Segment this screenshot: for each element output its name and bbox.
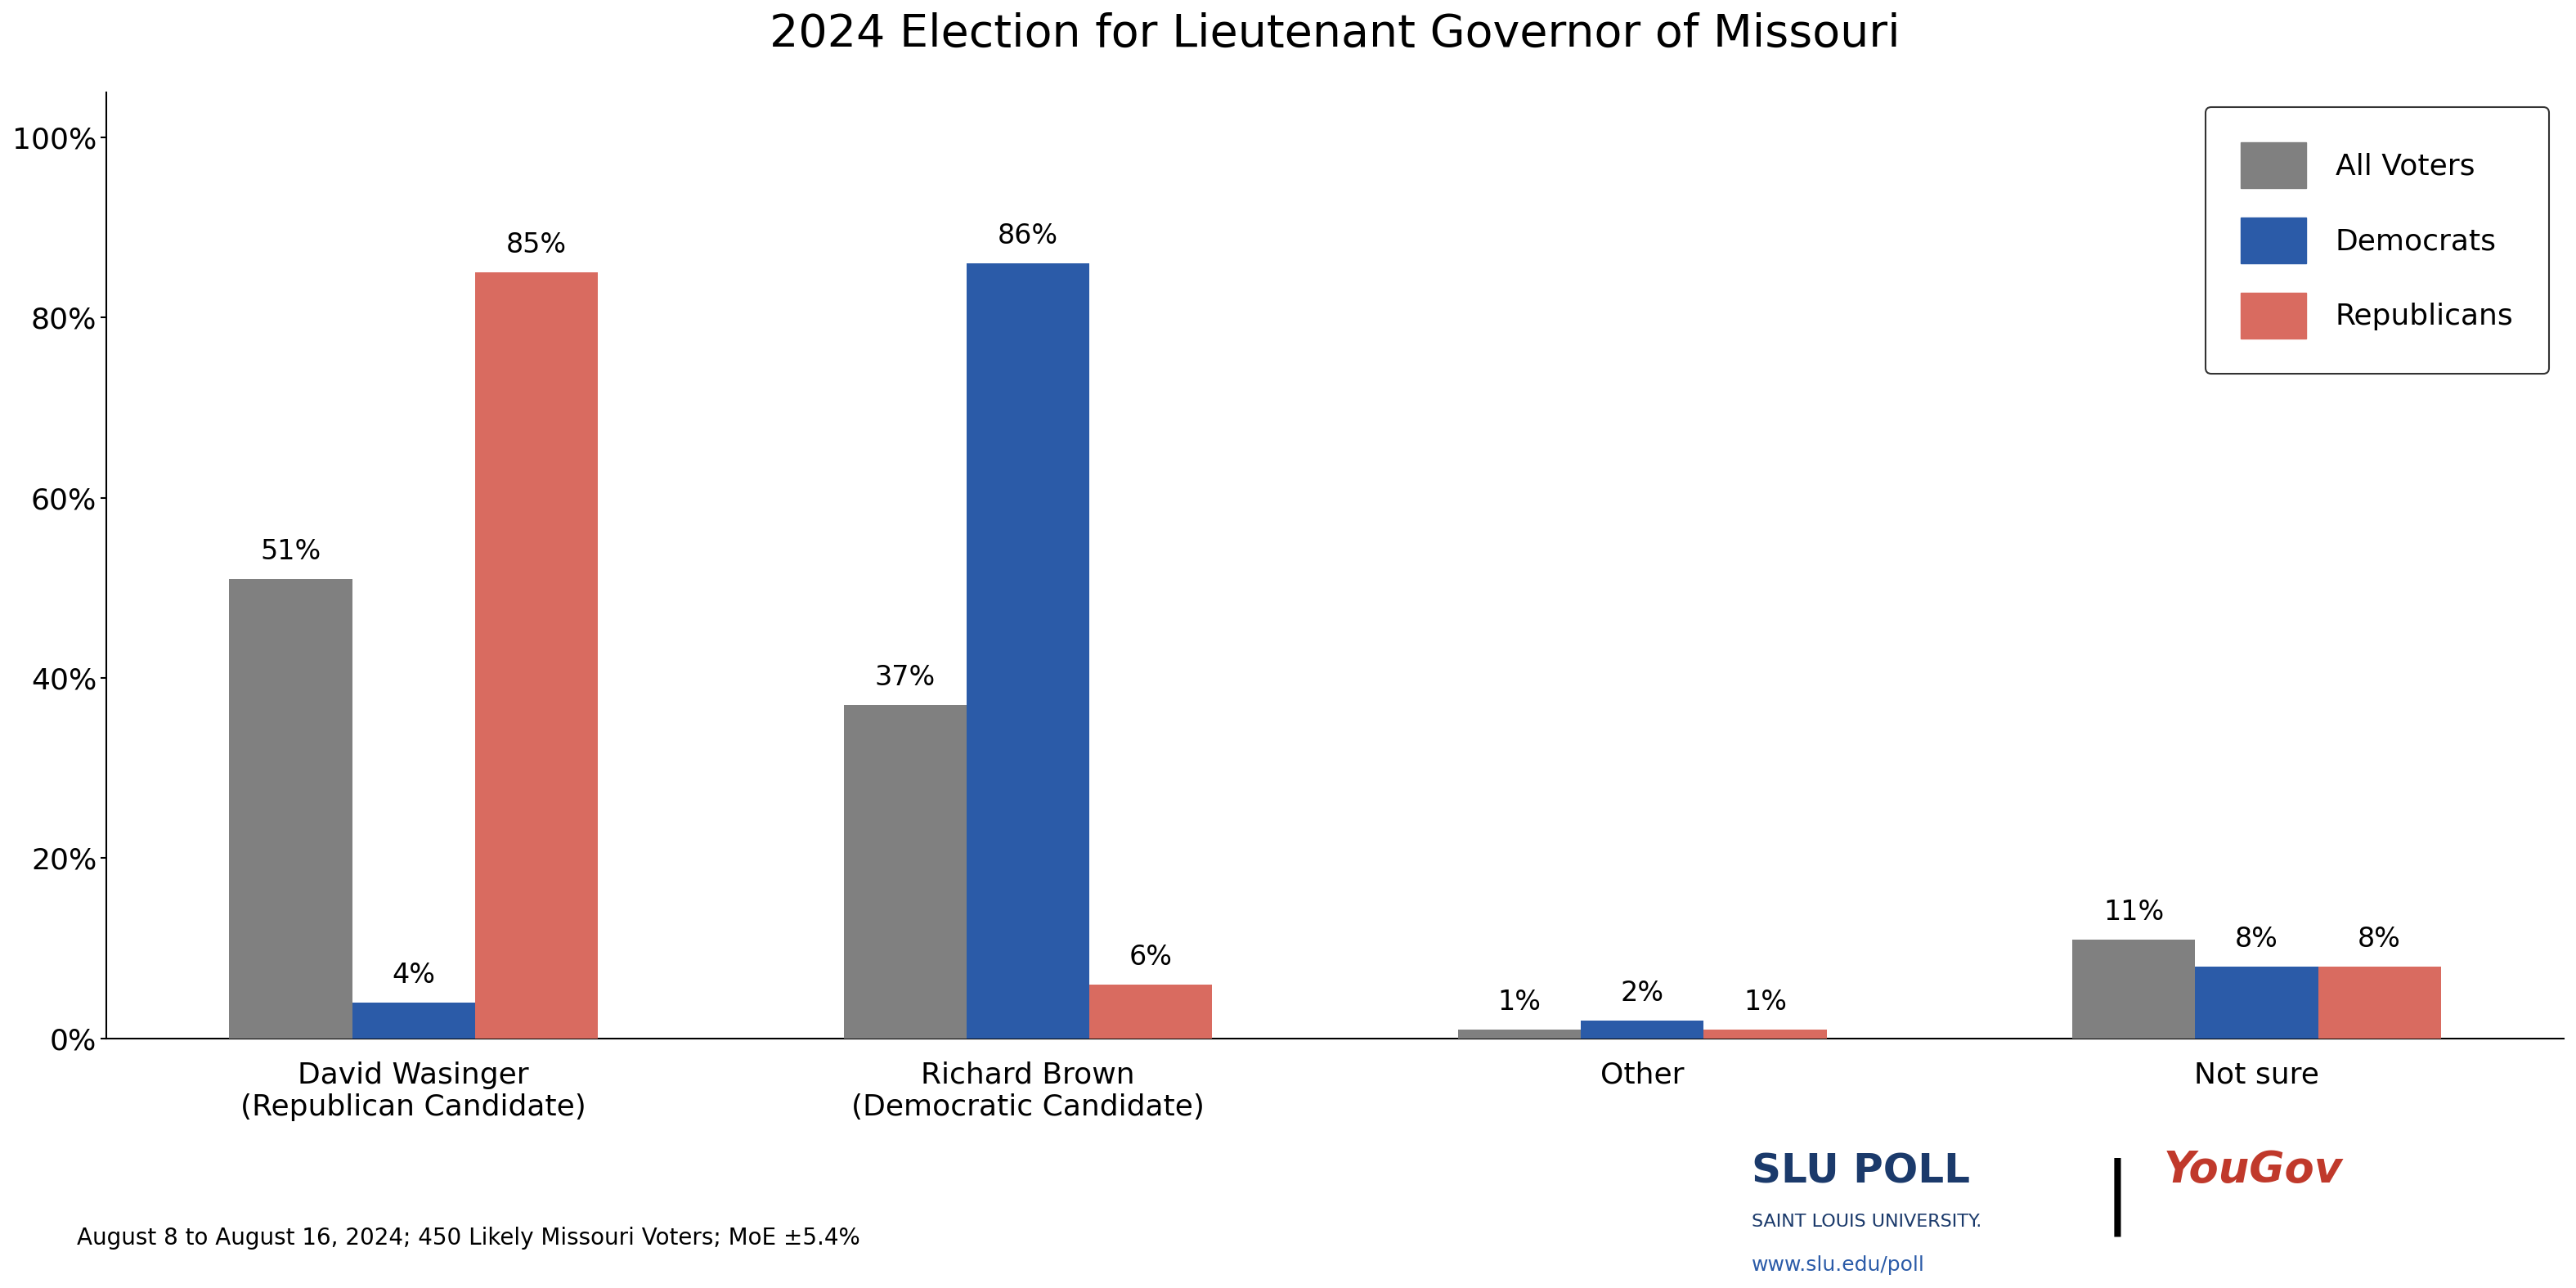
Text: 37%: 37% bbox=[876, 665, 935, 692]
Bar bbox=[845, 705, 966, 1038]
Bar bbox=[2318, 966, 2442, 1038]
Bar bbox=[1458, 1029, 1582, 1038]
Text: 86%: 86% bbox=[997, 223, 1059, 250]
Bar bbox=[474, 272, 598, 1038]
Bar bbox=[1703, 1029, 1826, 1038]
Title: 2024 Election for Lieutenant Governor of Missouri: 2024 Election for Lieutenant Governor of… bbox=[770, 13, 1901, 57]
Bar bbox=[2071, 939, 2195, 1038]
Bar bbox=[1090, 984, 1213, 1038]
Bar bbox=[2195, 966, 2318, 1038]
Text: 8%: 8% bbox=[2357, 926, 2401, 953]
Bar bbox=[229, 578, 353, 1038]
Legend: All Voters, Democrats, Republicans: All Voters, Democrats, Republicans bbox=[2205, 107, 2550, 374]
Text: 8%: 8% bbox=[2236, 926, 2277, 953]
Bar bbox=[966, 263, 1090, 1038]
Text: 1%: 1% bbox=[1744, 989, 1788, 1016]
Bar bbox=[1582, 1020, 1703, 1038]
Text: August 8 to August 16, 2024; 450 Likely Missouri Voters; MoE ±5.4%: August 8 to August 16, 2024; 450 Likely … bbox=[77, 1226, 860, 1249]
Text: 11%: 11% bbox=[2105, 899, 2164, 926]
Text: YouGov: YouGov bbox=[2164, 1149, 2344, 1191]
Text: 85%: 85% bbox=[505, 232, 567, 259]
Text: 1%: 1% bbox=[1497, 989, 1540, 1016]
Text: 51%: 51% bbox=[260, 538, 322, 565]
Text: SLU POLL: SLU POLL bbox=[1752, 1153, 1971, 1191]
Text: |: | bbox=[2105, 1158, 2130, 1236]
Text: 6%: 6% bbox=[1128, 944, 1172, 971]
Bar bbox=[353, 1002, 474, 1038]
Text: www.slu.edu/poll: www.slu.edu/poll bbox=[1752, 1256, 1924, 1275]
Text: 4%: 4% bbox=[392, 962, 435, 989]
Text: 2%: 2% bbox=[1620, 980, 1664, 1007]
Text: SAINT LOUIS UNIVERSITY.: SAINT LOUIS UNIVERSITY. bbox=[1752, 1213, 1981, 1230]
